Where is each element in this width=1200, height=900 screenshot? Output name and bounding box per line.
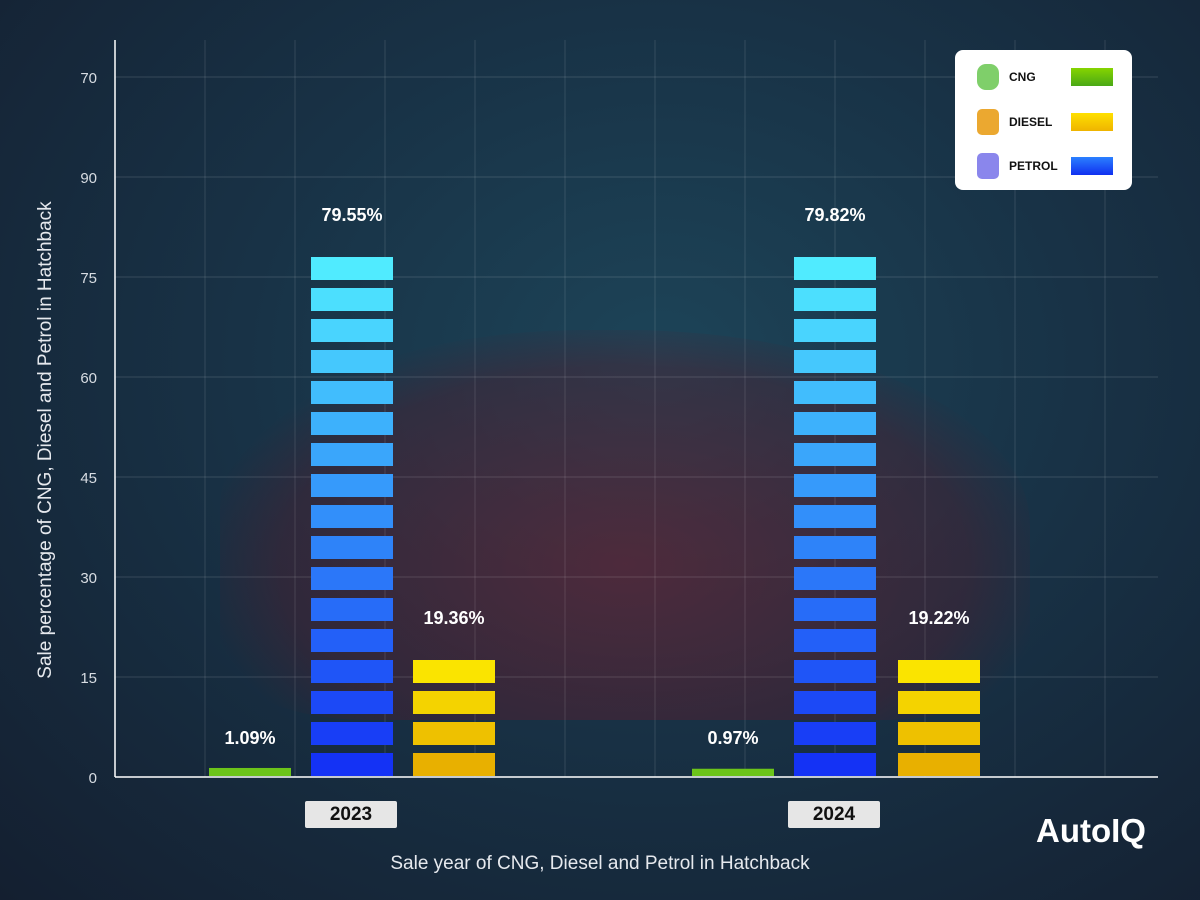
x-tick-2024: 2024 [788,801,880,828]
legend-item-petrol: PETROL [977,151,1071,181]
bar-segment-petrol-2023 [311,660,393,683]
bar-segment-petrol-2024 [794,412,876,435]
bar-segment-petrol-2023 [311,381,393,404]
bar-segment-diesel-2024 [898,722,980,745]
legend-item-diesel: DIESEL [977,107,1071,137]
data-label-diesel-2024: 19.22% [908,608,969,628]
bar-segment-diesel-2024 [898,753,980,776]
bar-segment-petrol-2024 [794,691,876,714]
bar-segment-diesel-2024 [898,660,980,683]
fuel-pump-icon [977,153,999,179]
bar-segment-petrol-2024 [794,598,876,621]
bar-segment-diesel-2024 [898,691,980,714]
bar-segment-petrol-2024 [794,257,876,280]
legend-label: DIESEL [1009,115,1053,129]
bar-segment-petrol-2023 [311,319,393,342]
y-axis-label: Sale percentage of CNG, Diesel and Petro… [35,201,56,679]
y-tick-label: 90 [80,170,97,187]
bar-segment-petrol-2024 [794,722,876,745]
y-tick-label: 0 [89,770,97,787]
y-tick-label: 30 [80,570,97,587]
jerrycan-icon [977,109,999,135]
legend-label: PETROL [1009,159,1058,173]
brand-logo: AutoIQ [1036,812,1146,849]
bar-segment-petrol-2024 [794,443,876,466]
data-label-cng-2023: 1.09% [224,728,275,748]
bar-segment-petrol-2023 [311,443,393,466]
bar-segment-diesel-2023 [413,691,495,714]
bar-segment-petrol-2024 [794,505,876,528]
bar-segment-petrol-2024 [794,536,876,559]
y-tick-label: 75 [80,270,97,287]
bar-segment-petrol-2024 [794,474,876,497]
data-label-diesel-2023: 19.36% [423,608,484,628]
bar-segment-petrol-2023 [311,753,393,776]
bar-segment-petrol-2024 [794,319,876,342]
bar-cng-2023 [209,767,291,776]
bar-segment-petrol-2024 [794,629,876,652]
bar-segment-petrol-2024 [794,350,876,373]
legend-label: CNG [1009,70,1036,84]
bar-segment-petrol-2023 [311,722,393,745]
legend-swatch-petrol [1071,157,1113,175]
bar-segment-petrol-2023 [311,567,393,590]
gas-cylinder-icon [977,64,999,90]
bar-segment-petrol-2023 [311,598,393,621]
bar-segment-diesel-2023 [413,722,495,745]
y-tick-label: 70 [80,70,97,87]
bar-segment-petrol-2023 [311,505,393,528]
bar-cng-2024 [692,768,774,776]
bar-segment-petrol-2024 [794,660,876,683]
legend-swatch-cng [1071,68,1113,86]
bar-segment-petrol-2024 [794,567,876,590]
bar-segment-petrol-2023 [311,288,393,311]
y-tick-label: 15 [80,670,97,687]
data-label-petrol-2024: 79.82% [804,205,865,225]
bar-segment-petrol-2023 [311,536,393,559]
bar-segment-petrol-2024 [794,381,876,404]
bar-segment-petrol-2023 [311,691,393,714]
data-label-petrol-2023: 79.55% [321,205,382,225]
legend-swatch-diesel [1071,113,1113,131]
x-tick-2023: 2023 [305,801,397,828]
y-tick-label: 60 [80,370,97,387]
bar-segment-diesel-2023 [413,660,495,683]
bar-segment-petrol-2023 [311,412,393,435]
bar-segment-petrol-2023 [311,629,393,652]
bar-segment-petrol-2024 [794,753,876,776]
bar-segment-petrol-2024 [794,288,876,311]
legend: CNG DIESEL PETROL [955,50,1132,190]
data-label-cng-2024: 0.97% [707,728,758,748]
bar-segment-diesel-2023 [413,753,495,776]
bar-segment-petrol-2023 [311,350,393,373]
bar-segment-petrol-2023 [311,474,393,497]
bar-segment-petrol-2023 [311,257,393,280]
x-axis-label: Sale year of CNG, Diesel and Petrol in H… [390,853,810,874]
y-tick-label: 45 [80,470,97,487]
legend-item-cng: CNG [977,62,1071,92]
